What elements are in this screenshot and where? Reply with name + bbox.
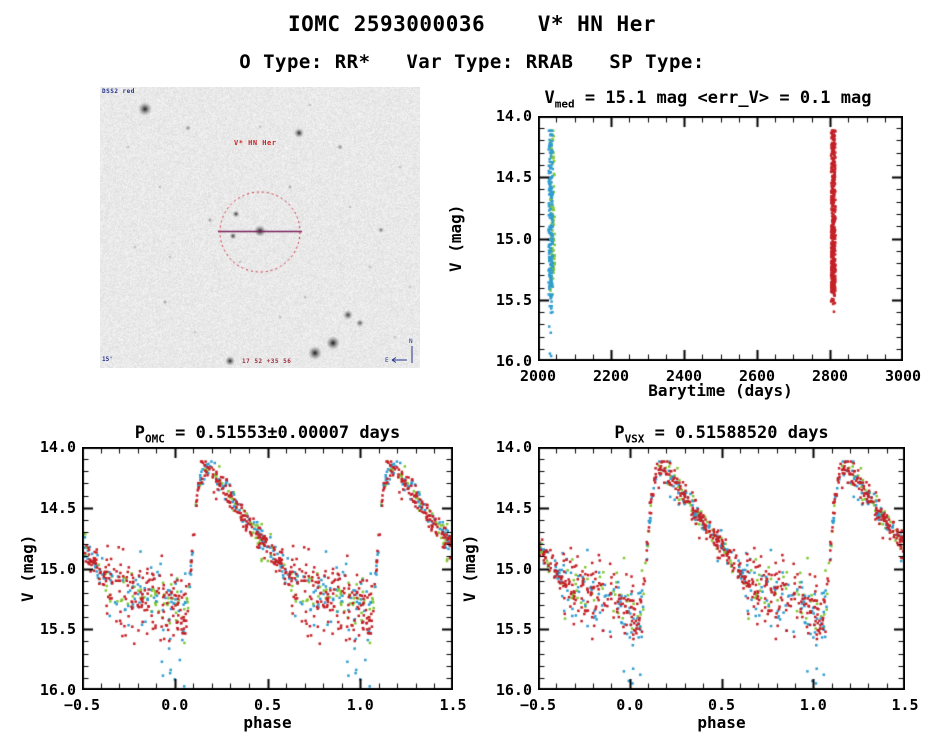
phase-folded-vsx-plot: 14.0 14.5 15.0 15.5 16.0 −0.5 0.0 0.5 1.0 1.5 [496,438,919,714]
compass-icon: N E [385,338,413,364]
yaxis-tick-label: 15.0 [495,229,532,248]
xaxis-tick-label: 0.5 [253,696,282,714]
yaxis-tick-label: 14.0 [39,438,76,456]
finding-chart: DSS2 red V* HN Her 15' 17 52 +35 56 N E [100,87,420,368]
xaxis-label-phase-vsx: phase [697,713,746,732]
xaxis-tick-label: 0.0 [616,696,644,714]
yaxis-tick-label: 14.5 [495,498,532,517]
pomc-prefix: P [134,423,145,443]
plot-title-period-vsx: PVSX = 0.51588520 days [498,423,944,445]
vmed-value: = 15.1 mag <err_V> = 0.1 mag [574,88,872,108]
plot-title-vmed: Vmed = 15.1 mag <err_V> = 0.1 mag [488,88,928,110]
survey-label: DSS2 red [102,88,135,95]
page-title: IOMC 2593000036 V* HN Her [287,12,656,36]
yaxis-tick-label: 14.5 [39,498,76,517]
yaxis-tick-label: 15.0 [495,559,532,578]
pvsx-value: = 0.51588520 days [644,423,829,443]
xaxis-tick-label: −0.5 [63,696,101,714]
pomc-subscript: OMC [144,432,165,446]
yaxis-label-vmag-omc: V (mag) [18,534,37,602]
pvsx-subscript: VSX [624,432,645,446]
xaxis-tick-label: 2600 [738,367,776,385]
phase-folded-omc-canvas [82,447,453,690]
field-size-label: 15' [102,356,113,363]
yaxis-tick-label: 15.5 [495,620,532,639]
pomc-value: = 0.51553±0.00007 days [164,423,401,443]
xaxis-tick-label: 3000 [884,367,922,385]
yaxis-label-vmag-time: V (mag) [446,204,465,272]
xaxis-tick-label: 1.5 [439,696,467,714]
xaxis-label-phase-omc: phase [243,713,292,732]
compass-north-label: N [409,338,413,345]
yaxis-tick-label: 15.0 [39,559,76,578]
yaxis-tick-label: 16.0 [39,681,76,699]
xaxis-label-barytime: Barytime (days) [648,381,793,400]
yaxis-tick-label: 16.0 [495,352,532,370]
vmed-subscript: med [554,97,575,111]
xaxis-tick-label: 0.0 [161,696,189,714]
yaxis-tick-label: 14.0 [495,438,532,456]
finding-chart-image [100,87,420,368]
lightcurve-vs-time-canvas [538,116,903,361]
xaxis-tick-label: 2800 [811,367,849,385]
coordinates-label: 17 52 +35 56 [242,358,292,365]
yaxis-label-vmag-vsx: V (mag) [460,534,479,602]
yaxis-tick-label: 15.5 [39,620,76,639]
xaxis-tick-label: −0.5 [519,696,557,714]
yaxis-tick-label: 14.5 [495,168,532,187]
yaxis-tick-label: 14.0 [495,107,532,125]
xaxis-tick-label: 0.5 [707,696,736,714]
target-star-label: V* HN Her [234,139,277,147]
object-type-line: O Type: RR* Var Type: RRAB SP Type: [239,51,705,73]
plot-title-period-omc: POMC = 0.51553±0.00007 days [42,423,493,445]
pvsx-prefix: P [614,423,625,443]
xaxis-tick-label: 1.0 [346,696,374,714]
phase-folded-vsx-canvas [538,447,905,690]
xaxis-tick-label: 1.5 [891,696,919,714]
compass-east-label: E [385,357,389,364]
phase-folded-omc-plot: 14.0 14.5 15.0 15.5 16.0 −0.5 0.0 0.5 1.0 1.5 [40,438,467,714]
yaxis-tick-label: 16.0 [495,681,532,699]
xaxis-tick-label: 1.0 [799,696,827,714]
xaxis-tick-label: 2000 [519,367,557,385]
xaxis-tick-label: 2200 [592,367,630,385]
yaxis-tick-label: 15.5 [495,290,532,309]
lightcurve-vs-time-plot: 14.0 14.5 15.0 15.5 16.0 2000 2200 2400 2600 2800… [496,107,921,385]
xaxis-tick-label: 2400 [665,367,703,385]
vmed-prefix: V [544,88,555,108]
